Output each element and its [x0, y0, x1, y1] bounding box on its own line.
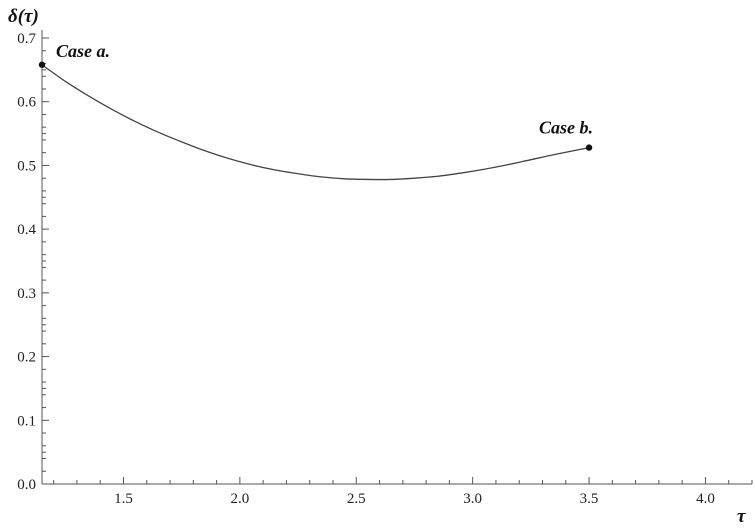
x-axis-title: τ: [737, 506, 746, 527]
point-annotation-1: Case b.: [539, 118, 593, 138]
point-marker-1: [585, 144, 593, 151]
x-tick-label: 4.0: [696, 491, 715, 507]
ticks: 1.5 2.0 2.5 3.0 3.5 4.0 0.0 0.1 0.2 0.3 0.4 0.5 0.6 0…: [17, 31, 753, 507]
x-tick-label: 3.0: [463, 491, 482, 507]
x-tick-label: 1.5: [114, 491, 133, 507]
y-axis-title: δ(τ): [8, 6, 39, 27]
y-tick-label: 0.0: [17, 477, 36, 493]
point-marker-0: [38, 61, 46, 68]
points: Case a. Case b.: [38, 41, 593, 151]
y-tick-label: 0.5: [17, 158, 36, 174]
series-line-0: [41, 64, 590, 181]
x-tick-label: 2.5: [347, 491, 366, 507]
y-tick-label: 0.3: [17, 286, 36, 302]
point-annotation-0: Case a.: [56, 41, 110, 61]
y-tick-label: 0.2: [17, 350, 36, 366]
x-tick-label: 3.5: [580, 491, 599, 507]
axes: [41, 30, 752, 485]
series: [41, 64, 590, 181]
y-tick-label: 0.4: [17, 222, 36, 238]
y-tick-label: 0.6: [17, 95, 36, 111]
y-tick-label: 0.7: [17, 31, 36, 47]
x-tick-label: 2.0: [230, 491, 249, 507]
y-tick-label: 0.1: [17, 413, 36, 429]
